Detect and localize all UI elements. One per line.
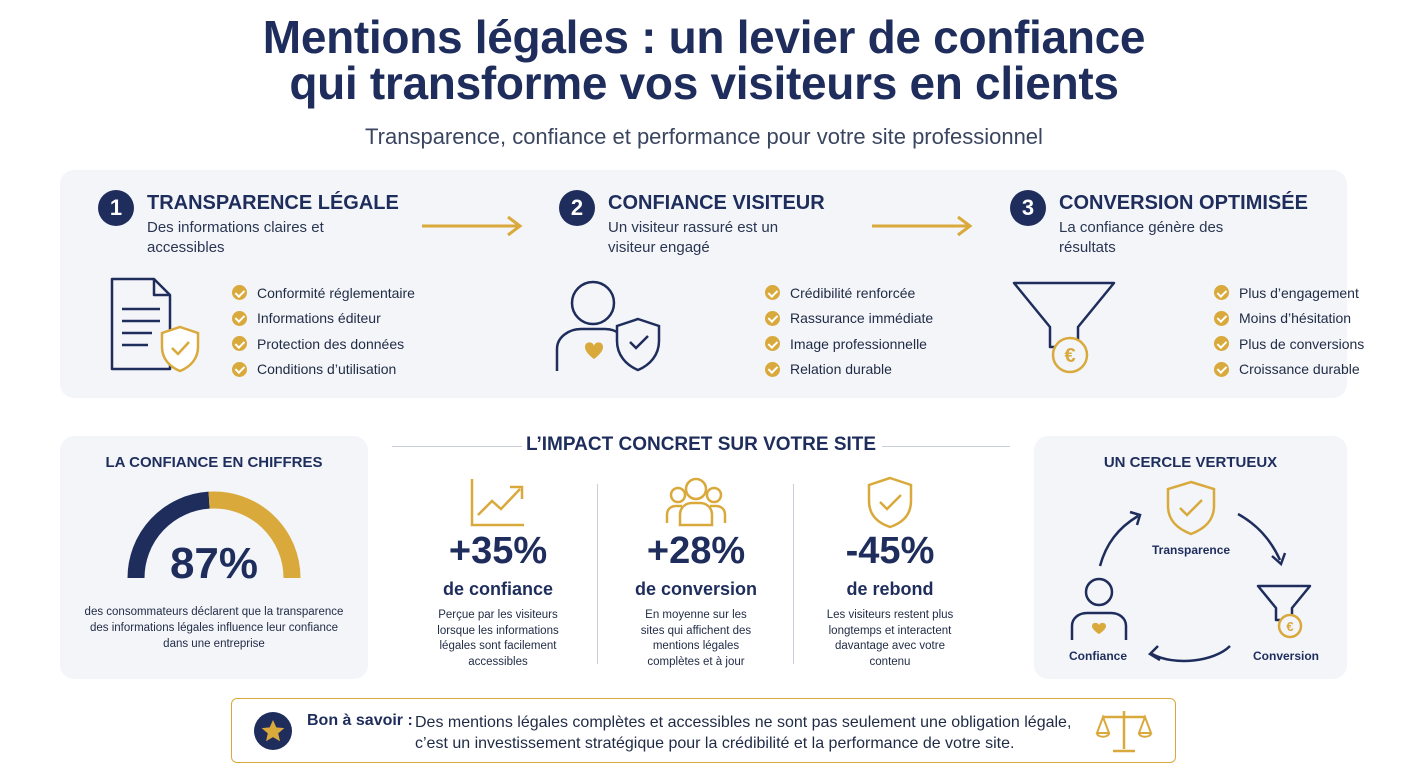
shield-check-icon [867,476,913,529]
gauge-track [127,491,210,579]
funnel-euro-icon: € [1012,281,1116,374]
tip-line-1: Des mentions légales complètes et access… [415,714,1072,731]
metric-value: +35% [448,530,548,572]
stats-value: 87% [169,539,259,588]
step-number: 2 [559,190,595,226]
people-group-icon [665,477,727,527]
check-icon [1214,285,1229,301]
check-item: Conformité réglementaire [232,280,415,306]
check-item: Rassurance immédiate [765,306,933,332]
step-number: 1 [98,190,134,226]
page-title: Mentions légales : un levier de confianc… [0,14,1408,106]
check-item: Moins d’hésitation [1214,306,1364,332]
metric-label: de rebond [846,579,934,599]
check-item: Crédibilité renforcée [765,280,933,306]
page-subtitle: Transparence, confiance et performance p… [365,124,1043,149]
check-icon [765,336,780,352]
cycle-panel: UN CERCLE VERTUEUX € Transparence Confia… [1034,436,1347,679]
cycle-label-top: Transparence [1152,543,1231,557]
metric-label: de confiance [442,579,554,599]
star-badge [254,712,292,750]
divider [392,446,522,447]
tip-box: Bon à savoir : Des mentions légales comp… [231,698,1176,763]
arrow-right-icon [872,215,973,237]
impact-title: L’IMPACT CONCRET SUR VOTRE SITE [525,434,877,455]
person-heart-icon [1070,577,1128,640]
metric-description: Les visiteurs restent plus longtemps et … [826,609,954,668]
divider [882,446,1010,447]
cycle-title: UN CERCLE VERTUEUX [1103,454,1278,471]
check-item: Relation durable [765,357,933,383]
check-item: Croissance durable [1214,357,1364,383]
gauge-fill [208,491,301,579]
metric-description: Perçue par les visiteurs lorsque les inf… [437,609,559,668]
check-list: Crédibilité renforcée Rassurance immédia… [765,280,933,382]
header: Mentions légales : un levier de confianc… [0,14,1408,150]
stats-panel: LA CONFIANCE EN CHIFFRES 87% des consomm… [60,436,368,679]
metric-description: En moyenne sur les sites qui affichent d… [640,609,752,668]
funnel-euro-icon: € [1256,584,1312,639]
step-number: 3 [1010,190,1046,226]
check-item: Plus de conversions [1214,331,1364,357]
title-line-1: Mentions légales : un levier de confianc… [262,11,1146,63]
step-2: 2 CONFIANCE VISITEUR Un visiteur rassuré… [521,170,941,398]
check-item: Protection des données [232,331,415,357]
step-title: CONVERSION OPTIMISÉE [1059,192,1308,214]
check-icon [765,310,780,326]
divider [793,484,794,664]
check-list: Plus d’engagement Moins d’hésitation Plu… [1214,280,1364,382]
check-item: Image professionnelle [765,331,933,357]
tip-heading: Bon à savoir : [307,712,413,729]
trend-up-chart-icon [470,479,524,527]
cycle-label-left: Confiance [1069,649,1128,663]
check-icon [1214,310,1229,326]
step-title: CONFIANCE VISITEUR [608,192,825,214]
divider [597,484,598,664]
metric-confidence: +35% de confiance Perçue par les visiteu… [403,475,593,670]
stats-caption: des consommateurs déclarent que la trans… [84,606,344,650]
gauge-chart [127,491,301,579]
check-icon [232,361,247,377]
metric-label: de conversion [634,579,758,599]
check-icon [232,285,247,301]
arrow-right-icon [422,215,523,237]
step-subtitle: La confiance génère des résultats [1059,219,1224,256]
title-line-2: qui transforme vos visiteurs en clients [289,57,1119,109]
check-icon [1214,361,1229,377]
check-list: Conformité réglementaire Informations éd… [232,280,415,382]
metric-value: +28% [646,530,746,572]
document-shield-icon [110,277,200,373]
person-shield-icon [555,280,661,372]
check-item: Plus d’engagement [1214,280,1364,306]
metric-conversion: +28% de conversion En moyenne sur les si… [601,475,791,670]
shield-check-icon [1166,480,1216,536]
step-3: 3 CONVERSION OPTIMISÉE La confiance génè… [972,170,1392,398]
step-1: 1 TRANSPARENCE LÉGALE Des informations c… [60,170,480,398]
scale-balance-icon [1095,711,1153,753]
svg-text:€: € [1064,345,1075,367]
step-title: TRANSPARENCE LÉGALE [147,192,399,214]
check-icon [765,285,780,301]
tip-text: Des mentions légales complètes et access… [415,712,1095,754]
check-icon [765,361,780,377]
svg-text:€: € [1286,619,1293,634]
cycle-arrow [1098,514,1139,567]
cycle-arrow [1237,512,1282,561]
tip-line-2: c’est un investissement stratégique pour… [415,735,1015,752]
cycle-diagram: € [1070,480,1312,663]
star-icon [261,720,285,742]
check-icon [232,336,247,352]
cycle-arrow [1151,645,1231,663]
metric-value: -45% [845,530,935,572]
step-subtitle: Des informations claires et accessibles [147,219,324,256]
check-item: Conditions d’utilisation [232,357,415,383]
metric-bounce: -45% de rebond Les visiteurs restent plu… [795,475,985,670]
step-subtitle: Un visiteur rassuré est un visiteur enga… [608,219,779,256]
cycle-label-right: Conversion [1253,649,1320,663]
check-icon [1214,336,1229,352]
stats-title: LA CONFIANCE EN CHIFFRES [105,454,323,471]
check-icon [232,310,247,326]
steps-band: 1 TRANSPARENCE LÉGALE Des informations c… [60,170,1364,398]
check-item: Informations éditeur [232,306,415,332]
